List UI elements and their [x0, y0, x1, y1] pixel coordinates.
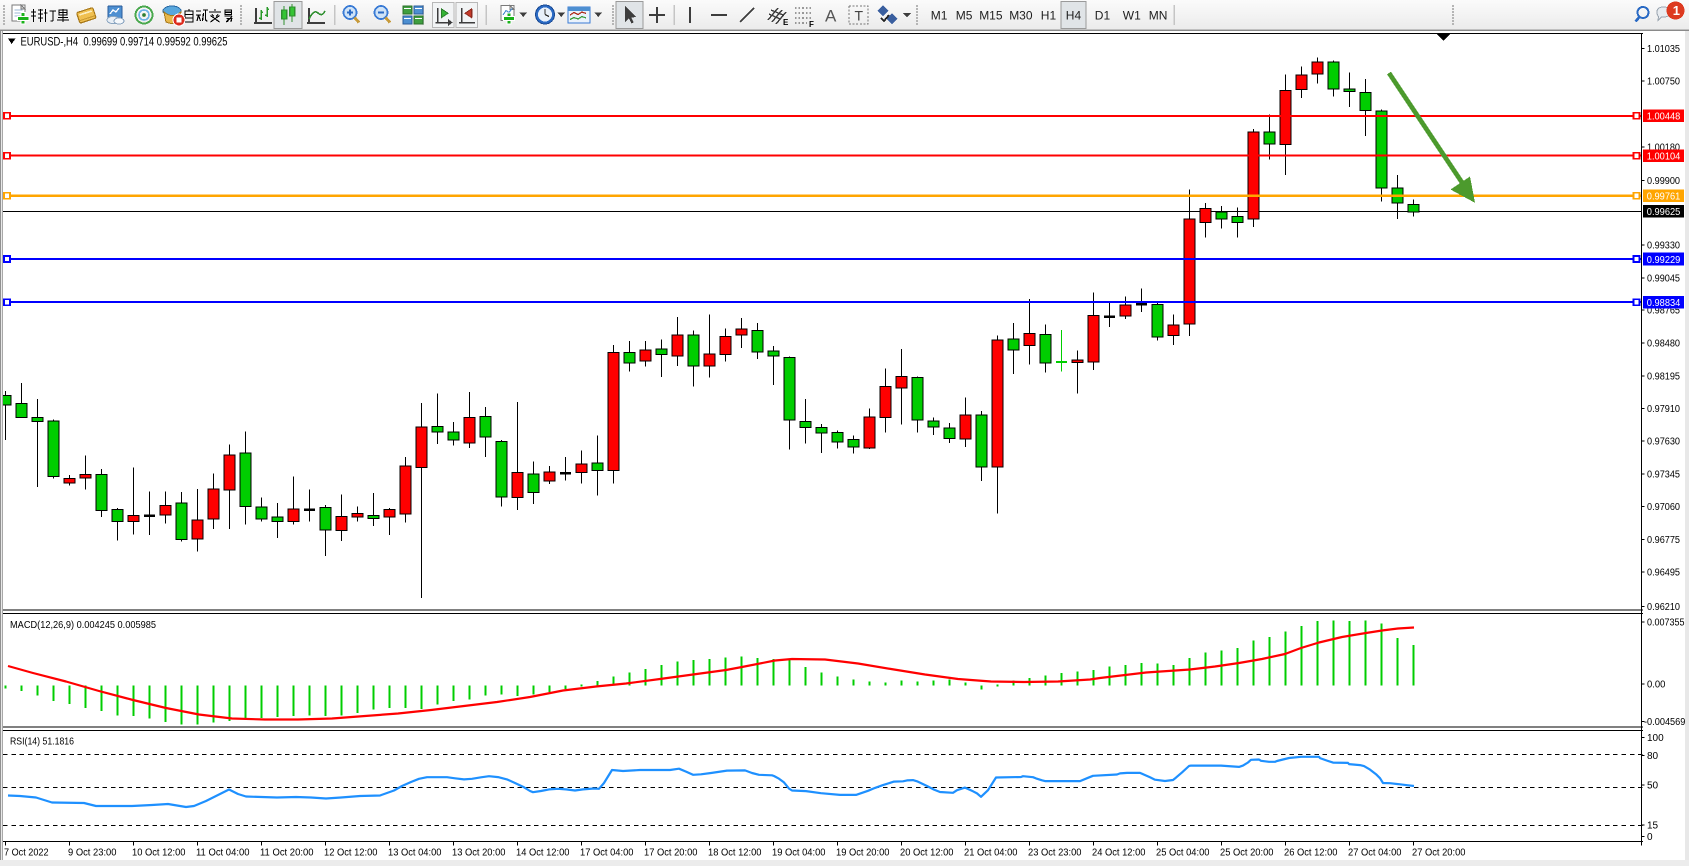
svg-text:M30: M30 [1009, 9, 1033, 23]
svg-text:0.98480: 0.98480 [1647, 339, 1680, 350]
svg-text:W1: W1 [1123, 9, 1141, 23]
svg-text:26 Oct 12:00: 26 Oct 12:00 [1284, 848, 1338, 859]
svg-text:0.99330: 0.99330 [1647, 240, 1680, 251]
svg-text:0.00: 0.00 [1647, 679, 1666, 690]
svg-text:1.01035: 1.01035 [1647, 44, 1680, 55]
svg-text:19 Oct 04:00: 19 Oct 04:00 [772, 848, 826, 859]
svg-text:F: F [809, 20, 814, 29]
svg-text:1.00104: 1.00104 [1647, 150, 1681, 162]
svg-text:M15: M15 [979, 9, 1003, 23]
svg-text:0.97060: 0.97060 [1647, 502, 1680, 513]
svg-text:9 Oct 23:00: 9 Oct 23:00 [68, 848, 117, 859]
svg-text:20 Oct 12:00: 20 Oct 12:00 [900, 848, 954, 859]
svg-text:M5: M5 [956, 9, 973, 23]
svg-text:1.00750: 1.00750 [1647, 77, 1680, 88]
svg-text:23 Oct 23:00: 23 Oct 23:00 [1028, 848, 1082, 859]
svg-text:0.97630: 0.97630 [1647, 437, 1680, 448]
svg-text:12 Oct 12:00: 12 Oct 12:00 [324, 848, 378, 859]
svg-text:11 Oct 04:00: 11 Oct 04:00 [196, 848, 250, 859]
svg-text:0.007355: 0.007355 [1647, 618, 1685, 629]
svg-text:0.97345: 0.97345 [1647, 469, 1680, 480]
svg-text:A: A [825, 7, 837, 26]
svg-text:7 Oct 2022: 7 Oct 2022 [4, 848, 49, 859]
svg-text:MN: MN [1149, 9, 1168, 23]
svg-text:0.98834: 0.98834 [1647, 297, 1681, 309]
svg-text:100: 100 [1647, 733, 1664, 744]
svg-text:1.00180: 1.00180 [1647, 143, 1680, 154]
svg-text:19 Oct 20:00: 19 Oct 20:00 [836, 848, 890, 859]
svg-text:0.99625: 0.99625 [1647, 206, 1681, 218]
svg-text:25 Oct 04:00: 25 Oct 04:00 [1156, 848, 1210, 859]
svg-text:-0.004569: -0.004569 [1644, 717, 1686, 728]
svg-text:1: 1 [1673, 3, 1680, 18]
svg-text:11 Oct 20:00: 11 Oct 20:00 [260, 848, 314, 859]
svg-text:0.99761: 0.99761 [1647, 191, 1681, 203]
svg-text:10 Oct 12:00: 10 Oct 12:00 [132, 848, 186, 859]
svg-text:21 Oct 04:00: 21 Oct 04:00 [964, 848, 1018, 859]
svg-text:D1: D1 [1095, 9, 1111, 23]
svg-text:25 Oct 20:00: 25 Oct 20:00 [1220, 848, 1274, 859]
svg-text:18 Oct 12:00: 18 Oct 12:00 [708, 848, 762, 859]
svg-text:0.96495: 0.96495 [1647, 567, 1680, 578]
svg-text:0.99229: 0.99229 [1647, 254, 1681, 266]
svg-text:0.99045: 0.99045 [1647, 273, 1680, 284]
svg-text:27 Oct 04:00: 27 Oct 04:00 [1348, 848, 1402, 859]
svg-text:0.96210: 0.96210 [1647, 602, 1680, 613]
svg-text:24 Oct 12:00: 24 Oct 12:00 [1092, 848, 1146, 859]
svg-text:50: 50 [1647, 781, 1659, 792]
svg-text:H1: H1 [1041, 9, 1057, 23]
svg-text:80: 80 [1647, 751, 1659, 762]
svg-text:RSI(14) 51.1816: RSI(14) 51.1816 [10, 736, 74, 748]
svg-text:17 Oct 20:00: 17 Oct 20:00 [644, 848, 698, 859]
svg-text:T: T [855, 8, 864, 24]
svg-text:17 Oct 04:00: 17 Oct 04:00 [580, 848, 634, 859]
svg-text:15: 15 [1647, 821, 1659, 832]
svg-text:MACD(12,26,9) 0.004245 0.00598: MACD(12,26,9) 0.004245 0.005985 [10, 619, 156, 631]
svg-text:27 Oct 20:00: 27 Oct 20:00 [1412, 848, 1466, 859]
svg-text:E: E [783, 18, 789, 27]
svg-text:13 Oct 20:00: 13 Oct 20:00 [452, 848, 506, 859]
svg-text:0.96775: 0.96775 [1647, 535, 1680, 546]
svg-text:14 Oct 12:00: 14 Oct 12:00 [516, 848, 570, 859]
svg-text:0.98195: 0.98195 [1647, 371, 1680, 382]
svg-text:EURUSD-,H4 0.99699 0.99714 0.: EURUSD-,H4 0.99699 0.99714 0.99592 0.996… [21, 37, 228, 49]
svg-text:0.98765: 0.98765 [1647, 306, 1680, 317]
svg-text:13 Oct 04:00: 13 Oct 04:00 [388, 848, 442, 859]
svg-text:1.00448: 1.00448 [1647, 111, 1681, 123]
svg-text:M1: M1 [931, 9, 948, 23]
svg-text:0: 0 [1647, 832, 1653, 843]
svg-text:H4: H4 [1066, 9, 1082, 23]
svg-text:0.97910: 0.97910 [1647, 404, 1680, 415]
svg-text:0.99900: 0.99900 [1647, 176, 1680, 187]
